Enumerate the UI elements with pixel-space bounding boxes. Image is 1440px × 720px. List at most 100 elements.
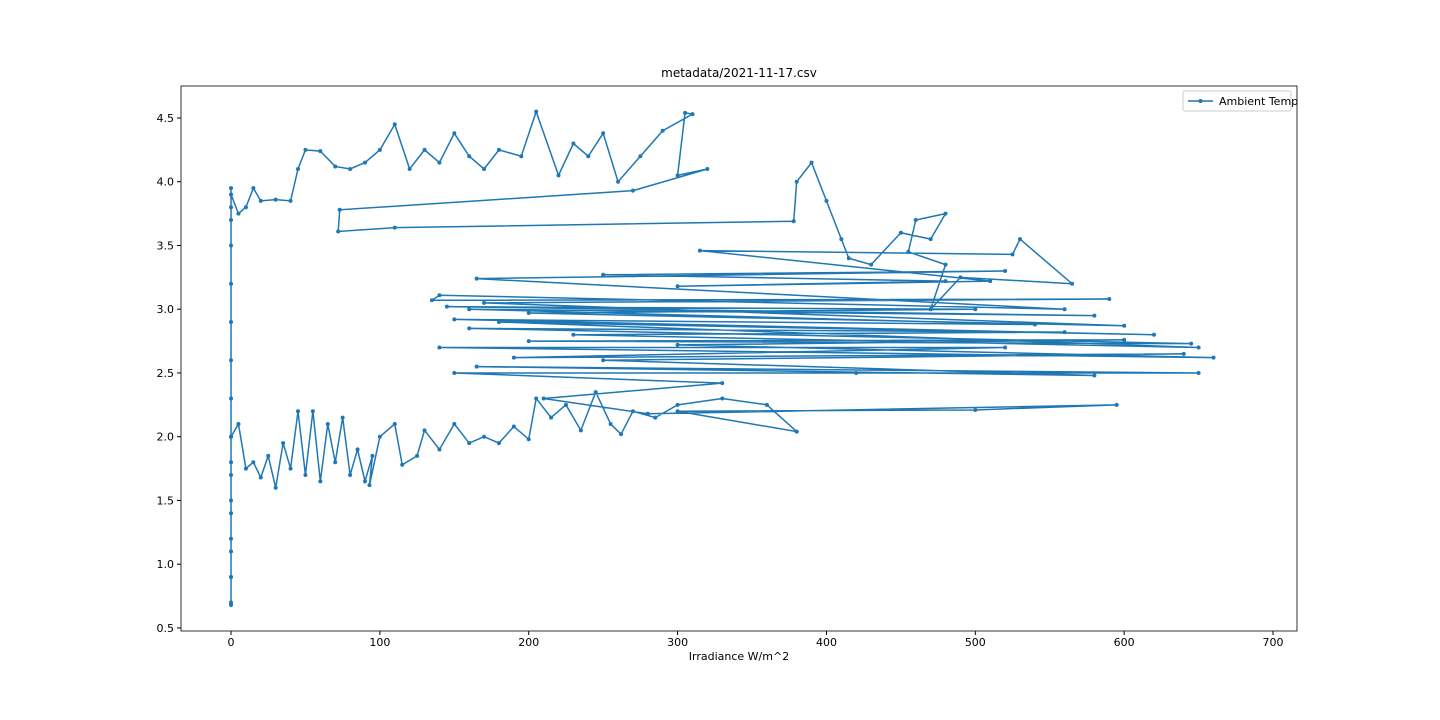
data-point [348,472,353,477]
data-point [437,160,442,165]
data-point [437,447,442,452]
data-point [1181,351,1186,356]
data-point [943,262,948,267]
data-point [467,154,472,159]
data-point [578,428,583,433]
x-tick-label: 100 [369,636,390,649]
data-point [251,186,256,191]
data-point [630,409,635,414]
data-point [534,109,539,114]
data-point [616,179,621,184]
chart-title: metadata/2021-11-17.csv [661,66,817,80]
data-point [601,358,606,363]
data-point [898,230,903,235]
legend-marker [1198,99,1203,103]
data-point [1122,323,1127,328]
x-tick-label: 700 [1263,636,1284,649]
data-point [229,205,234,210]
data-point [333,460,338,465]
data-point [318,479,323,484]
data-point [229,319,234,324]
y-tick-label: 1.0 [157,558,175,571]
data-point [720,396,725,401]
data-point [675,173,680,178]
data-point [229,536,234,541]
data-point [496,441,501,446]
data-point [482,434,487,439]
data-point [563,402,568,407]
data-point [526,311,531,316]
data-point [243,466,248,471]
data-point [675,402,680,407]
data-point [764,402,769,407]
data-point [229,511,234,516]
data-point [229,472,234,477]
data-point [229,192,234,197]
data-point [638,154,643,159]
data-point [377,434,382,439]
x-tick-label: 600 [1114,636,1135,649]
data-point [482,300,487,305]
data-point [608,421,613,426]
data-point [296,166,301,171]
y-tick-label: 4.0 [157,176,175,189]
data-point [407,166,412,171]
data-point [601,272,606,277]
data-point [1010,252,1015,257]
data-point [809,160,814,165]
data-point [258,475,263,480]
data-point [355,447,360,452]
data-point [229,460,234,465]
data-point [526,437,531,442]
data-point [467,326,472,331]
data-point [266,453,271,458]
data-point [467,307,472,312]
data-point [482,166,487,171]
data-point [943,211,948,216]
data-point [273,197,278,202]
data-point [519,154,524,159]
data-point [310,409,315,414]
data-point [362,160,367,165]
data-point [1211,355,1216,360]
data-point [1003,268,1008,273]
x-tick-label: 500 [965,636,986,649]
data-point [236,211,241,216]
data-point [928,307,933,312]
data-point [601,131,606,136]
data-point [1092,373,1097,378]
data-point [619,432,624,437]
data-point [229,602,234,607]
data-point [794,429,799,434]
data-point [362,479,367,484]
data-point [444,304,449,309]
data-point [675,284,680,289]
data-point [348,166,353,171]
data-point [683,110,688,115]
x-axis-label: Irradiance W/m^2 [689,650,789,663]
data-point [229,281,234,286]
x-tick-label: 200 [518,636,539,649]
y-tick-label: 0.5 [157,622,175,635]
data-point [571,141,576,146]
data-point [675,409,680,414]
data-point [437,345,442,350]
data-point [303,472,308,477]
data-point [541,396,546,401]
legend-label: Ambient Temp [1219,95,1298,108]
data-point [236,421,241,426]
data-point [906,249,911,254]
data-point [303,147,308,152]
data-point [467,441,472,446]
data-point [296,409,301,414]
data-point [229,186,234,191]
data-point [1114,402,1119,407]
data-point [258,198,263,203]
data-point [474,276,479,281]
data-point [496,147,501,152]
data-point [839,237,844,242]
data-point [869,262,874,267]
data-point [988,279,993,284]
